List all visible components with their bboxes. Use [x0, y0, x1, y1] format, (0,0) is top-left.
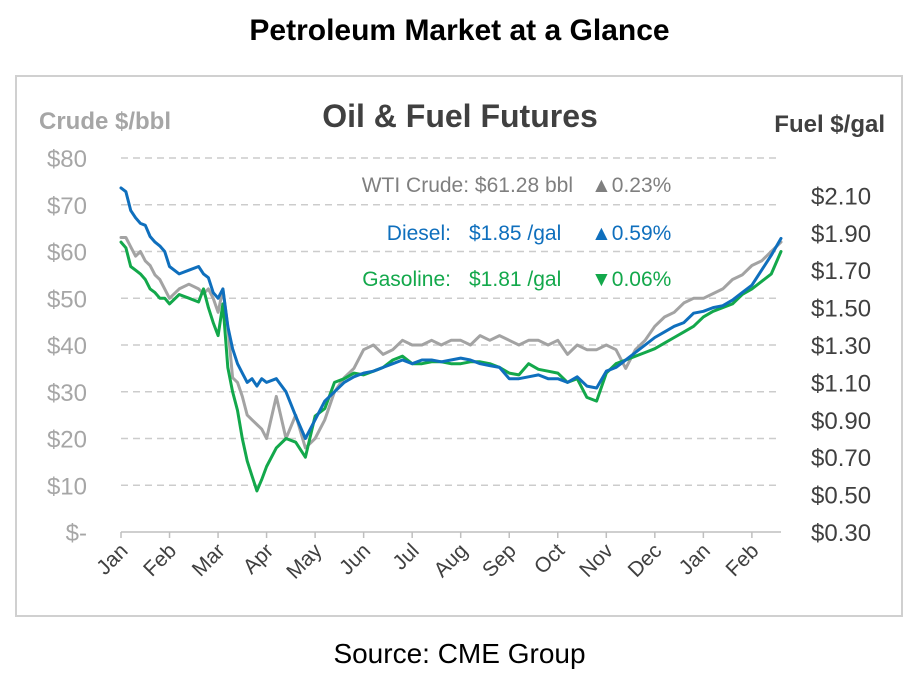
price-annotations: WTI Crude: $61.28 bbl ▲0.23% Diesel: $1.85 …: [362, 174, 672, 291]
y-right-tick-label: $0.70: [811, 445, 871, 472]
x-tick-label: Aug: [430, 539, 473, 582]
diesel-annotation-price: $1.85 /gal: [469, 222, 561, 245]
diesel-line: [119, 186, 783, 440]
x-tick-label: Apr: [239, 539, 278, 578]
y-left-tick-label: $40: [47, 333, 87, 360]
source-note: Source: CME Group: [333, 638, 586, 669]
y-left-tick-label: $10: [47, 473, 87, 500]
x-tick-label: Oct: [530, 539, 569, 578]
y-right-tick-label: $1.70: [811, 258, 871, 285]
gasoline-annotation: Gasoline: $1.81 /gal ▼0.06%: [362, 268, 671, 291]
y-right-tick-label: $1.50: [811, 296, 871, 323]
x-tick-label: Jan: [92, 539, 132, 579]
y-axis-left-label: Crude $/bbl: [39, 108, 171, 135]
y-right-tick-label: $0.30: [811, 520, 871, 547]
gasoline-annotation-price: $1.81 /gal: [469, 268, 561, 291]
y-right-tick-label: $1.10: [811, 370, 871, 397]
gasoline-annotation-label: Gasoline:: [362, 268, 451, 291]
x-tick-label: Nov: [575, 539, 618, 582]
y-right-tick-label: $1.90: [811, 221, 871, 248]
y-left-tick-label: $70: [47, 193, 87, 220]
x-tick-label: Feb: [722, 539, 764, 581]
x-tick-label: Jun: [335, 539, 375, 579]
y-right-tick-label: $1.30: [811, 333, 871, 360]
diesel-annotation-change: ▲0.59%: [591, 222, 671, 245]
y-right-tick-label: $0.50: [811, 483, 871, 510]
y-left-tick-label: $-: [66, 520, 87, 547]
y-left-tick-label: $80: [47, 146, 87, 173]
futures-line-chart: Oil & Fuel Futures Crude $/bbl Fuel $/ga…: [39, 98, 885, 584]
gasoline-line: [119, 240, 783, 493]
y-left-tick-label: $60: [47, 240, 87, 267]
y-axis-right-label: Fuel $/gal: [774, 111, 885, 138]
y-left-tick-label: $30: [47, 380, 87, 407]
diesel-annotation-label: Diesel:: [387, 222, 451, 245]
y-left-tick-label: $50: [47, 286, 87, 313]
y-right-tick-label: $0.90: [811, 408, 871, 435]
x-axis-ticks: Jan Feb Mar Apr May Jun Jul Aug Sep Oct Nov Dec Jan F…: [92, 532, 763, 584]
wti-annotation-change: ▲0.23%: [591, 174, 671, 197]
y-axis-left-ticks: $- $10 $20 $30 $40 $50 $60 $70 $80: [47, 146, 87, 547]
wti-annotation-label: WTI Crude: $61.28 bbl: [362, 174, 573, 197]
x-tick-label: Mar: [188, 539, 230, 581]
x-tick-label: Jan: [675, 539, 715, 579]
grid-lines: [121, 157, 781, 533]
gasoline-annotation-change: ▼0.06%: [591, 268, 671, 291]
chart-title: Oil & Fuel Futures: [322, 98, 598, 134]
y-left-tick-label: $20: [47, 427, 87, 454]
y-right-tick-label: $2.10: [811, 183, 871, 210]
page-title: Petroleum Market at a Glance: [249, 14, 670, 47]
x-tick-label: Feb: [139, 539, 181, 581]
series-lines: [119, 186, 783, 493]
wti-line: [119, 236, 783, 450]
wti-annotation: WTI Crude: $61.28 bbl ▲0.23%: [362, 174, 672, 197]
x-tick-label: Sep: [478, 539, 521, 582]
y-axis-right-ticks: $0.30 $0.50 $0.70 $0.90 $1.10 $1.30 $1.50 $1.70…: [811, 183, 871, 547]
x-tick-label: May: [282, 539, 327, 584]
x-tick-label: Dec: [624, 539, 667, 582]
x-tick-label: Jul: [388, 539, 423, 574]
diesel-annotation: Diesel: $1.85 /gal ▲0.59%: [387, 222, 672, 245]
chart-frame: Oil & Fuel Futures Crude $/bbl Fuel $/ga…: [15, 75, 903, 617]
